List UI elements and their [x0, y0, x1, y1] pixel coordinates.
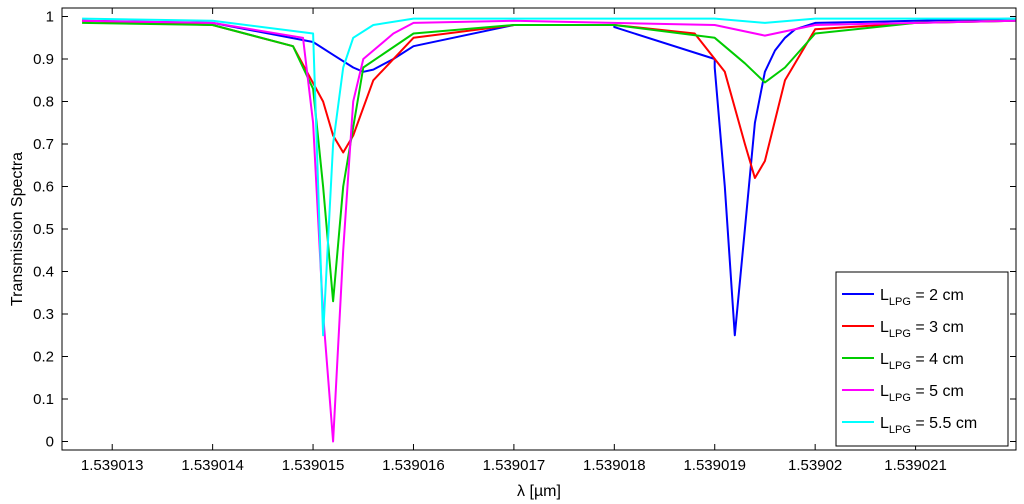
series-layer	[82, 17, 1016, 443]
series-line-3	[82, 19, 1016, 303]
x-tick-label: 1.539017	[483, 457, 546, 474]
x-tick-label: 1.539014	[181, 457, 244, 474]
x-tick-label: 1.539021	[884, 457, 947, 474]
x-tick-label: 1.53902	[788, 457, 842, 474]
y-tick-label: 0.7	[33, 136, 54, 153]
legend-label-2: LLPG = 3 cm	[880, 319, 964, 340]
y-tick-label: 0.4	[33, 264, 54, 281]
y-tick-label: 0	[46, 434, 54, 451]
x-tick-label: 1.539013	[81, 457, 144, 474]
y-tick-label: 0.5	[33, 221, 54, 238]
legend: LLPG = 2 cm LLPG = 3 cm LLPG = 4 cm LLPG = …	[835, 271, 1009, 447]
x-tick-label: 1.539016	[382, 457, 445, 474]
x-tick-label: 1.539015	[282, 457, 345, 474]
series-line-5	[82, 17, 1016, 337]
legend-label-3: LLPG = 4 cm	[880, 351, 964, 372]
y-axis: 0 0.1 0.2 0.3 0.4 0.5 0.6 0.7 0.8 0.9 1	[33, 9, 1016, 451]
y-tick-label: 0.9	[33, 51, 54, 68]
legend-label-4: LLPG = 5 cm	[880, 383, 964, 404]
y-tick-label: 0.6	[33, 179, 54, 196]
x-axis: 1.539013 1.539014 1.539015 1.539016 1.539017…	[81, 8, 947, 474]
legend-label-1: LLPG = 2 cm	[880, 287, 964, 308]
series-line-4	[82, 19, 1016, 443]
x-axis-label: λ [µm]	[517, 483, 561, 500]
y-tick-label: 1	[46, 9, 54, 26]
y-axis-label: Transmission Spectra	[9, 152, 26, 306]
y-tick-label: 0.3	[33, 306, 54, 323]
legend-label-5: LLPG = 5.5 cm	[880, 415, 977, 436]
y-tick-label: 0.8	[33, 94, 54, 111]
y-tick-label: 0.1	[33, 391, 54, 408]
x-tick-label: 1.539018	[583, 457, 646, 474]
x-tick-label: 1.539019	[683, 457, 746, 474]
y-tick-label: 0.2	[33, 349, 54, 366]
